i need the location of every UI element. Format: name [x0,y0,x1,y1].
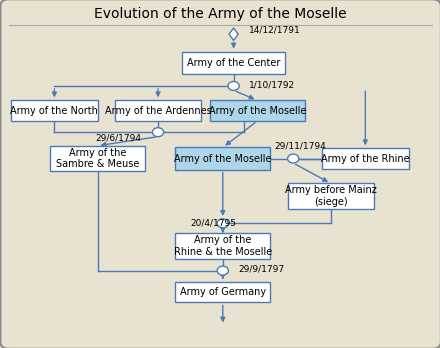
Circle shape [288,154,299,163]
FancyBboxPatch shape [11,100,98,121]
Text: Army of the Moselle: Army of the Moselle [174,153,271,164]
Text: Army of Germany: Army of Germany [180,287,266,297]
FancyBboxPatch shape [175,148,270,170]
Text: Army of the Center: Army of the Center [187,58,280,68]
Text: Army of the Ardennes: Army of the Ardennes [105,105,211,116]
FancyBboxPatch shape [115,100,201,121]
FancyBboxPatch shape [50,146,145,172]
Text: Army of the Moselle: Army of the Moselle [209,105,306,116]
Text: 1/10/1792: 1/10/1792 [249,80,295,89]
Text: Army of the North: Army of the North [11,105,98,116]
FancyBboxPatch shape [288,183,374,209]
Text: 29/11/1794: 29/11/1794 [275,141,326,150]
Text: 29/9/1797: 29/9/1797 [238,265,284,274]
FancyBboxPatch shape [322,148,408,169]
Text: 20/4/1795: 20/4/1795 [191,218,236,227]
FancyBboxPatch shape [182,52,286,74]
FancyBboxPatch shape [210,100,305,121]
Text: Army of the
Rhine & the Moselle: Army of the Rhine & the Moselle [174,235,272,257]
Circle shape [228,81,239,90]
Circle shape [152,128,164,137]
Text: Army of the
Sambre & Meuse: Army of the Sambre & Meuse [56,148,139,169]
FancyBboxPatch shape [175,282,270,302]
Text: Army before Mainz
(siege): Army before Mainz (siege) [285,185,377,207]
Text: 29/6/1794: 29/6/1794 [95,134,141,143]
FancyBboxPatch shape [175,233,270,259]
Polygon shape [229,28,238,40]
Circle shape [217,266,228,275]
Circle shape [217,219,228,228]
Text: Evolution of the Army of the Moselle: Evolution of the Army of the Moselle [94,7,347,21]
Text: Army of the Rhine: Army of the Rhine [321,153,410,164]
Text: 14/12/1791: 14/12/1791 [249,26,301,34]
